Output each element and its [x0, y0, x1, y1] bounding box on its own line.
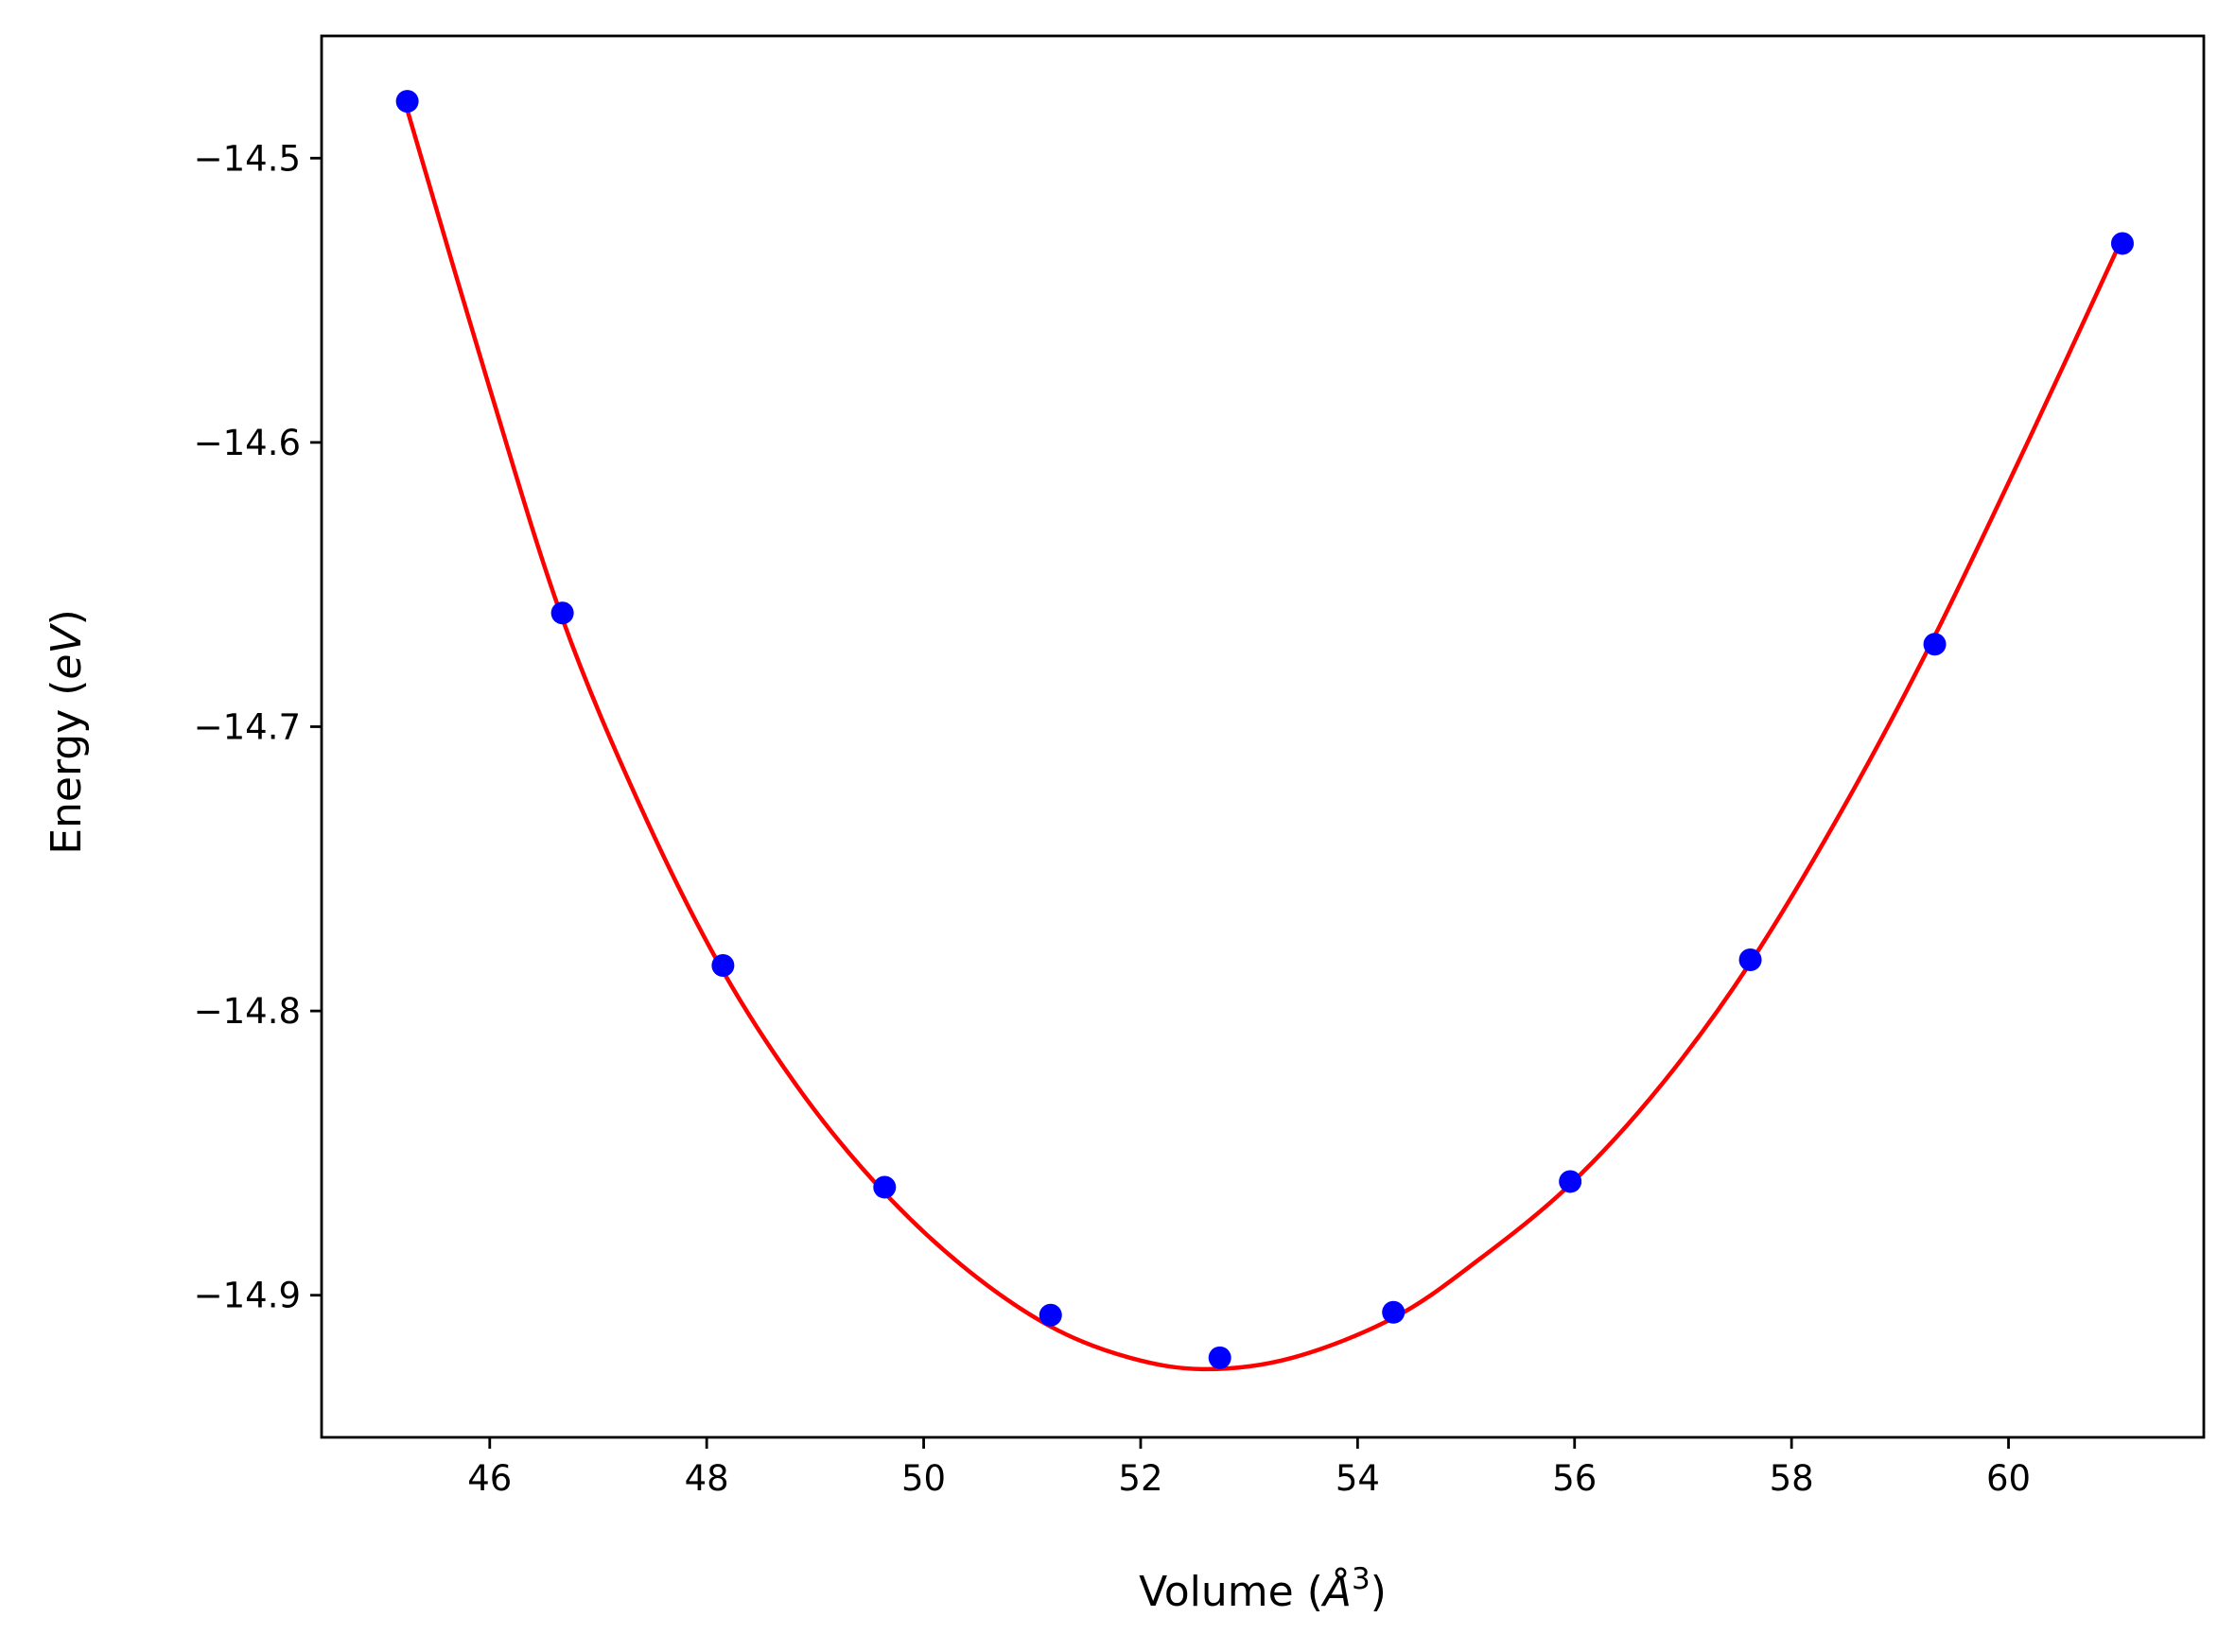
x-tick-label: 48 — [685, 1458, 729, 1499]
data-point — [711, 953, 735, 977]
data-point — [873, 1175, 897, 1199]
y-tick-label: −14.5 — [194, 138, 301, 179]
fit-curve-line — [405, 109, 2125, 1372]
y-tick-label: −14.8 — [194, 991, 301, 1032]
y-tick-label: −14.6 — [194, 423, 301, 463]
y-tick-label: −14.9 — [194, 1276, 301, 1316]
x-axis-label-prefix: Volume ( — [1139, 1568, 1323, 1616]
data-point — [1559, 1170, 1582, 1193]
data-point — [1923, 633, 1947, 656]
x-axis-ticks: 46 48 50 52 54 56 58 60 — [467, 1437, 2031, 1499]
x-tick-label: 52 — [1118, 1458, 1162, 1499]
x-tick-label: 50 — [901, 1458, 946, 1499]
data-point — [550, 601, 574, 625]
x-axis-label-suffix: ) — [1371, 1568, 1387, 1616]
y-axis-label: Energy (eV) — [43, 609, 91, 855]
y-tick-label: −14.7 — [194, 706, 301, 747]
data-point — [1208, 1346, 1231, 1369]
x-tick-label: 46 — [467, 1458, 512, 1499]
x-tick-label: 54 — [1336, 1458, 1380, 1499]
x-axis-label-symbol: Å — [1320, 1566, 1352, 1616]
data-point — [395, 90, 419, 113]
y-axis-label-prefix: Energy ( — [43, 680, 91, 855]
data-point — [2110, 232, 2134, 255]
x-axis-label: Volume (Å3) — [1139, 1562, 1387, 1616]
data-point — [1039, 1303, 1062, 1327]
data-point — [1382, 1300, 1406, 1324]
plot-area — [395, 90, 2134, 1372]
y-axis-label-unit: eV — [43, 623, 91, 680]
x-tick-label: 56 — [1552, 1458, 1597, 1499]
y-axis-ticks: −14.5 −14.6 −14.7 −14.8 −14.9 — [194, 138, 322, 1316]
plot-frame — [320, 34, 2206, 1439]
x-tick-label: 58 — [1770, 1458, 1814, 1499]
x-axis-label-exponent: 3 — [1352, 1562, 1371, 1596]
y-axis-label-suffix: ) — [43, 609, 91, 625]
x-tick-label: 60 — [1986, 1458, 2031, 1499]
data-point — [1738, 948, 1762, 971]
